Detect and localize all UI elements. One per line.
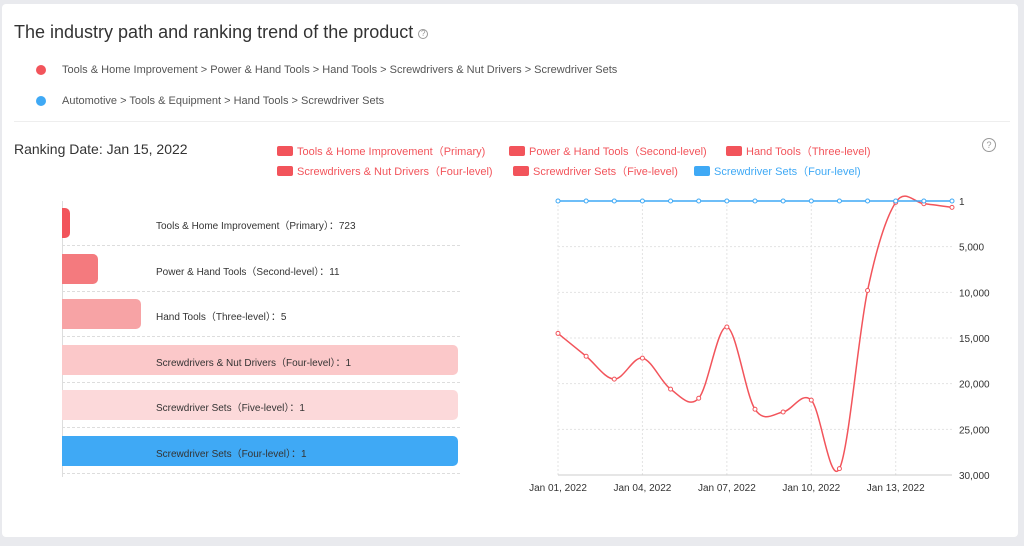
legend-label: Hand Tools（Three-level) — [746, 146, 871, 158]
y-tick-label: 30,000 — [959, 471, 990, 482]
y-tick-label: 1 — [959, 197, 965, 208]
legend-item-five-level[interactable]: Screwdriver Sets（Five-level) — [513, 163, 678, 179]
red-dot-icon — [36, 65, 46, 75]
data-point[interactable] — [780, 409, 786, 415]
question-icon[interactable]: ? — [982, 138, 996, 152]
bar-row: Screwdriver Sets（Five-level）：1 — [62, 383, 460, 428]
x-tick-label: Jan 07, 2022 — [698, 483, 756, 494]
industry-path-primary: Tools & Home Improvement > Power & Hand … — [36, 64, 617, 76]
data-point[interactable] — [865, 198, 871, 204]
data-point[interactable] — [611, 376, 617, 382]
x-tick-label: Jan 04, 2022 — [614, 483, 672, 494]
legend-swatch — [277, 166, 293, 176]
data-point[interactable] — [611, 198, 617, 204]
data-point[interactable] — [668, 386, 674, 392]
legend-swatch — [277, 146, 293, 156]
data-point[interactable] — [836, 466, 842, 472]
data-point[interactable] — [808, 198, 814, 204]
legend-label: Screwdrivers & Nut Drivers（Four-level) — [297, 166, 493, 178]
ranking-date: Ranking Date: Jan 15, 2022 — [14, 141, 188, 157]
bar[interactable] — [62, 253, 98, 284]
blue-dot-icon — [36, 96, 46, 106]
legend-item-four-level[interactable]: Screwdrivers & Nut Drivers（Four-level) — [277, 163, 493, 179]
legend-label: Power & Hand Tools（Second-level) — [529, 146, 707, 158]
data-point[interactable] — [752, 406, 758, 412]
data-point[interactable] — [949, 204, 955, 210]
data-point[interactable] — [668, 198, 674, 204]
bar[interactable] — [62, 208, 70, 238]
question-icon[interactable]: ? — [418, 28, 429, 39]
data-point[interactable] — [808, 397, 814, 403]
legend-item-automotive-four-level[interactable]: Screwdriver Sets（Four-level) — [694, 163, 861, 179]
category-rank-bar-chart: Tools & Home Improvement（Primary）：723 Pow… — [62, 201, 462, 477]
x-tick-label: Jan 13, 2022 — [867, 483, 925, 494]
y-tick-label: 20,000 — [959, 380, 990, 391]
y-tick-label: 10,000 — [959, 288, 990, 299]
bar-row: Screwdriver Sets（Four-level）：1 — [62, 429, 460, 474]
section-title-text: The industry path and ranking trend of t… — [14, 22, 414, 42]
data-point[interactable] — [555, 330, 561, 336]
y-tick-label: 5,000 — [959, 243, 984, 254]
legend-label: Screwdriver Sets（Four-level) — [714, 166, 861, 178]
industry-path-secondary: Automotive > Tools & Equipment > Hand To… — [36, 95, 384, 107]
legend-item-second-level[interactable]: Power & Hand Tools（Second-level) — [509, 143, 707, 159]
data-point[interactable] — [780, 198, 786, 204]
bar[interactable] — [62, 344, 458, 375]
data-point[interactable] — [639, 198, 645, 204]
data-point[interactable] — [583, 353, 589, 359]
bar-row: Power & Hand Tools（Second-level）：11 — [62, 247, 460, 292]
bar-label: Screwdrivers & Nut Drivers（Four-level）：1 — [156, 357, 352, 369]
data-point[interactable] — [893, 198, 899, 204]
data-point[interactable] — [836, 198, 842, 204]
legend-swatch — [513, 166, 529, 176]
y-tick-label: 15,000 — [959, 334, 990, 345]
bar-label: Screwdriver Sets（Four-level）：1 — [156, 448, 307, 460]
data-point[interactable] — [724, 198, 730, 204]
bar-label: Tools & Home Improvement（Primary）：723 — [156, 221, 356, 232]
data-point[interactable] — [865, 288, 871, 294]
x-tick-label: Jan 01, 2022 — [529, 483, 587, 494]
data-point[interactable] — [724, 324, 730, 330]
series-line-five-level — [557, 195, 953, 473]
bar-row: Hand Tools（Three-level）：5 — [62, 292, 460, 337]
y-tick-label: 25,000 — [959, 425, 990, 436]
legend-label: Screwdriver Sets（Five-level) — [533, 166, 678, 178]
legend-swatch — [694, 166, 710, 176]
industry-path-text: Automotive > Tools & Equipment > Hand To… — [62, 95, 385, 107]
section-title: The industry path and ranking trend of t… — [14, 22, 429, 43]
legend-swatch — [726, 146, 742, 156]
data-point[interactable] — [949, 198, 955, 204]
x-tick-label: Jan 10, 2022 — [782, 483, 840, 494]
legend-item-primary[interactable]: Tools & Home Improvement（Primary) — [277, 143, 485, 159]
legend-swatch — [509, 146, 525, 156]
data-point[interactable] — [639, 355, 645, 361]
bar[interactable] — [62, 435, 458, 466]
bar-axis-line — [62, 201, 63, 477]
bar-label: Hand Tools（Three-level）：5 — [156, 312, 287, 323]
data-point[interactable] — [555, 198, 561, 204]
data-point[interactable] — [921, 198, 927, 204]
bar-row: Screwdrivers & Nut Drivers（Four-level）：1 — [62, 338, 460, 383]
data-point[interactable] — [752, 198, 758, 204]
divider — [14, 121, 1010, 122]
data-point[interactable] — [696, 395, 702, 401]
bar[interactable] — [62, 299, 142, 329]
data-point[interactable] — [696, 198, 702, 204]
bar-row: Tools & Home Improvement（Primary）：723 — [62, 201, 460, 246]
bar-label: Screwdriver Sets（Five-level）：1 — [156, 403, 305, 414]
bar[interactable] — [62, 390, 458, 420]
data-point[interactable] — [583, 198, 589, 204]
bar-label: Power & Hand Tools（Second-level）：11 — [156, 266, 340, 278]
legend-item-three-level[interactable]: Hand Tools（Three-level) — [726, 143, 871, 159]
legend-label: Tools & Home Improvement（Primary) — [297, 146, 486, 158]
industry-path-text: Tools & Home Improvement > Power & Hand … — [62, 64, 618, 76]
